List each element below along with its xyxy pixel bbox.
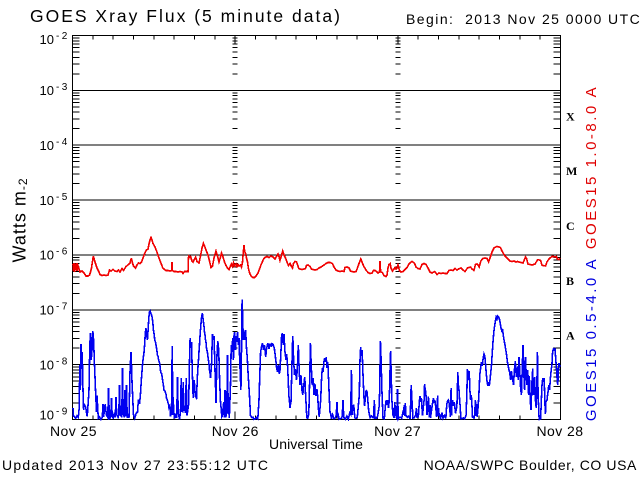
- svg-text:Nov 25: Nov 25: [50, 423, 97, 439]
- svg-text:GOES Xray Flux (5 minute data): GOES Xray Flux (5 minute data): [30, 6, 342, 26]
- svg-text:Nov 27: Nov 27: [374, 423, 421, 439]
- svg-text:A: A: [566, 329, 575, 343]
- svg-text:Nov 28: Nov 28: [536, 423, 583, 439]
- svg-text:C: C: [566, 219, 575, 233]
- svg-text:X: X: [566, 109, 575, 123]
- svg-text:Watts m-2: Watts m-2: [10, 177, 31, 262]
- svg-text:Begin: 2013 Nov 25 0000 UTC: Begin: 2013 Nov 25 0000 UTC: [406, 11, 640, 27]
- svg-text:GOES15 0.5-4.0 A: GOES15 0.5-4.0 A: [583, 257, 600, 421]
- svg-text:Nov 26: Nov 26: [212, 423, 259, 439]
- svg-text:B: B: [566, 274, 574, 288]
- svg-text:GOES15 1.0-8.0 A: GOES15 1.0-8.0 A: [583, 85, 600, 249]
- svg-text:M: M: [566, 164, 577, 178]
- svg-text:Updated 2013 Nov 27 23:55:12 U: Updated 2013 Nov 27 23:55:12 UTC: [2, 457, 269, 473]
- svg-text:NOAA/SWPC Boulder, CO USA: NOAA/SWPC Boulder, CO USA: [424, 457, 637, 473]
- svg-text:Universal Time: Universal Time: [269, 436, 363, 452]
